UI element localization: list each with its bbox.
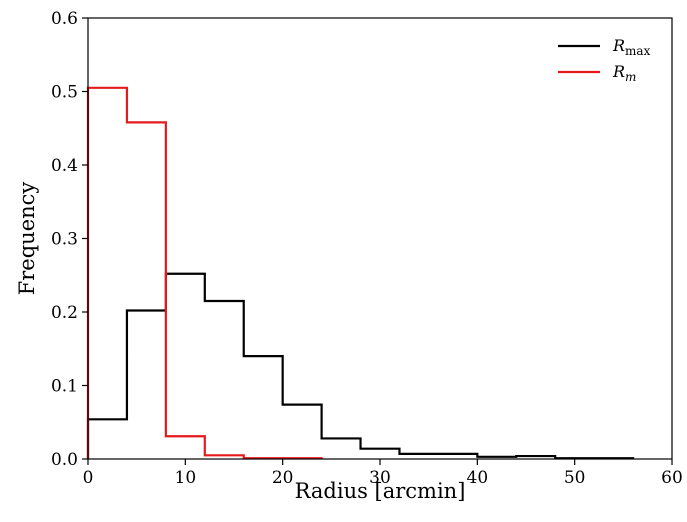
x-tick-label: 50 <box>564 468 586 488</box>
legend: Rmax Rm <box>558 36 651 84</box>
x-tick-label: 0 <box>83 468 94 488</box>
y-tick-label: 0.4 <box>51 156 78 176</box>
x-tick-label: 10 <box>175 468 197 488</box>
y-tick-label: 0.1 <box>51 377 78 397</box>
series-line-r-max <box>86 272 635 460</box>
x-tick-label: 30 <box>369 468 391 488</box>
x-tick-label: 20 <box>272 468 294 488</box>
legend-label-max: Rmax <box>612 36 651 58</box>
plot-area <box>86 86 635 460</box>
plot-frame <box>87 17 673 460</box>
y-tick-label: 0.3 <box>51 230 78 250</box>
y-tick-label: 0.2 <box>51 303 78 323</box>
axes: 0 10 20 30 40 50 60 0.0 0.1 0.2 0.3 0.4 0.5 0.6 <box>51 9 683 488</box>
y-tick-label: 0.0 <box>51 450 78 470</box>
x-axis-label: Radius [arcmin] <box>295 479 466 503</box>
x-tick-label: 40 <box>467 468 489 488</box>
legend-label-m: Rm <box>612 62 636 84</box>
y-tick-label: 0.6 <box>51 9 78 29</box>
series-line-r-m <box>86 86 323 460</box>
y-tick-label: 0.5 <box>51 83 78 103</box>
x-tick-label: 60 <box>661 468 683 488</box>
y-axis-label: Frequency <box>15 182 39 296</box>
